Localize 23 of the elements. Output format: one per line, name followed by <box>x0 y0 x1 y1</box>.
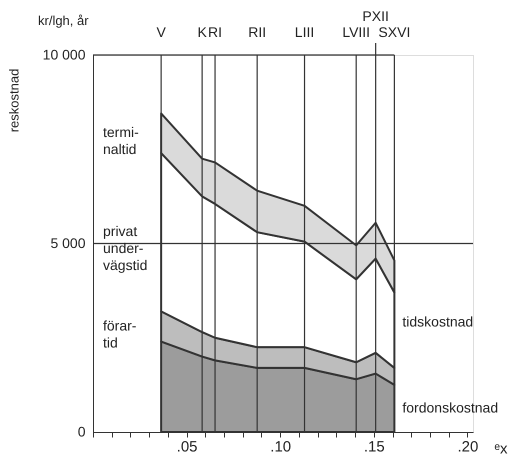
ref-line-label: LVIII <box>342 24 370 40</box>
ref-line-label: V <box>156 24 166 40</box>
series-label: privat under- vägstid <box>103 223 148 274</box>
ref-line-label: LIII <box>294 24 314 40</box>
x-tick-label: .10 <box>270 438 292 456</box>
text: kr/lgh, år <box>38 13 90 28</box>
ref-line-label: PXII <box>362 8 389 24</box>
series-label: termi- naltid <box>103 124 140 158</box>
x-tick-label: .15 <box>364 438 385 456</box>
ref-line-label: RI <box>208 24 222 40</box>
y-tick-label: 10 000 <box>42 46 86 62</box>
ref-line-label: K <box>197 24 208 40</box>
ref-line-label: RII <box>248 24 266 40</box>
series-label: förar- tid <box>103 317 137 350</box>
y-axis-title: reskostnad <box>6 68 22 132</box>
series-label: fordonskostnad <box>402 399 498 416</box>
y-tick-label: 0 <box>78 424 86 440</box>
ref-line-label: SXVI <box>378 24 410 40</box>
annotation: tidskostnad <box>402 314 474 330</box>
x-tick-label: .20 <box>457 438 478 456</box>
y-tick-label: 5 000 <box>50 235 86 251</box>
x-axis-title: ᵉx <box>494 440 508 458</box>
x-tick-label: .05 <box>176 438 198 456</box>
